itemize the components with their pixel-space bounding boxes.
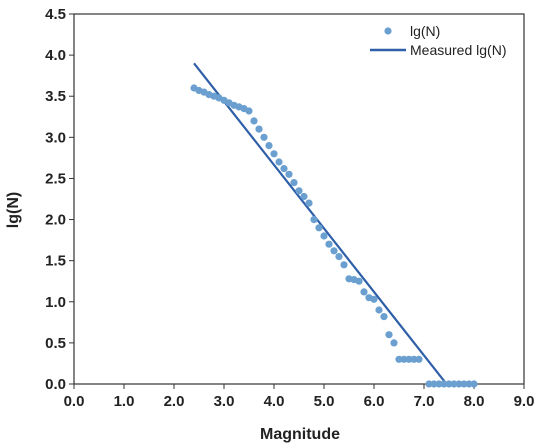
legend-label-points: lg(N) [410, 23, 440, 39]
x-tick-label: 7.0 [414, 393, 435, 410]
x-axis-ticks: 0.0 1.0 2.0 3.0 4.0 5.0 6.0 7.0 8.0 9.0 [64, 384, 535, 410]
data-point [425, 380, 433, 388]
y-tick-label: 0.0 [45, 376, 66, 393]
data-point [415, 355, 423, 363]
x-tick-label: 3.0 [214, 393, 235, 410]
data-point [330, 247, 338, 255]
data-point [315, 224, 323, 232]
data-point [320, 232, 328, 240]
x-tick-label: 5.0 [314, 393, 335, 410]
series-line-measured [193, 62, 474, 386]
data-point [455, 380, 463, 388]
x-tick-label: 0.0 [64, 393, 85, 410]
data-point [290, 179, 298, 187]
data-point [460, 380, 468, 388]
data-point [280, 165, 288, 173]
data-point [275, 158, 283, 166]
x-tick-label: 9.0 [514, 393, 535, 410]
data-point [390, 339, 398, 347]
y-tick-label: 1.5 [45, 253, 66, 270]
data-point [355, 277, 363, 285]
plot-frame [73, 13, 525, 385]
y-tick-label: 4.0 [45, 47, 66, 64]
data-point [465, 380, 473, 388]
data-point [380, 313, 388, 321]
x-tick-label: 8.0 [464, 393, 485, 410]
y-tick-label: 3.5 [45, 88, 66, 105]
data-point [470, 380, 478, 388]
x-tick-label: 2.0 [164, 393, 185, 410]
data-point [440, 380, 448, 388]
data-point [395, 355, 403, 363]
x-tick-label: 6.0 [364, 393, 385, 410]
data-point [305, 199, 313, 207]
data-point [430, 380, 438, 388]
data-point [375, 306, 383, 314]
data-point [450, 380, 458, 388]
data-point [285, 170, 293, 178]
data-point [445, 380, 453, 388]
y-tick-label: 4.5 [45, 6, 66, 23]
data-point [300, 192, 308, 201]
data-point [270, 150, 278, 158]
data-point [435, 380, 443, 388]
data-point [385, 331, 393, 339]
data-point [370, 295, 378, 303]
y-axis-title: lg(N) [5, 192, 22, 228]
data-point [405, 355, 413, 363]
y-tick-label: 1.0 [45, 294, 66, 311]
y-axis-ticks: 0.0 0.5 1.0 1.5 2.0 2.5 3.0 3.5 4.0 4.5 [45, 6, 74, 393]
data-point [310, 216, 318, 224]
data-point [325, 240, 333, 248]
y-tick-label: 3.0 [45, 129, 66, 146]
series-layer [190, 62, 478, 388]
legend-marker-points [384, 27, 392, 35]
y-tick-label: 2.0 [45, 212, 66, 229]
data-point [410, 355, 418, 363]
data-point [250, 117, 258, 125]
x-tick-label: 1.0 [114, 393, 135, 410]
data-point [340, 261, 348, 269]
data-point [400, 355, 408, 363]
data-point [295, 187, 303, 195]
plot-area-border [73, 13, 525, 385]
data-point [335, 253, 343, 261]
legend-label-line: Measured lg(N) [410, 42, 506, 58]
x-tick-label: 4.0 [264, 393, 285, 410]
data-point [360, 288, 368, 296]
data-point [255, 125, 263, 133]
y-tick-label: 0.5 [45, 335, 66, 352]
y-tick-label: 2.5 [45, 170, 66, 187]
x-axis-title: Magnitude [260, 426, 340, 443]
data-point [260, 133, 268, 141]
data-point [265, 142, 273, 150]
data-point [245, 107, 253, 115]
legend: lg(N) Measured lg(N) [370, 23, 506, 58]
